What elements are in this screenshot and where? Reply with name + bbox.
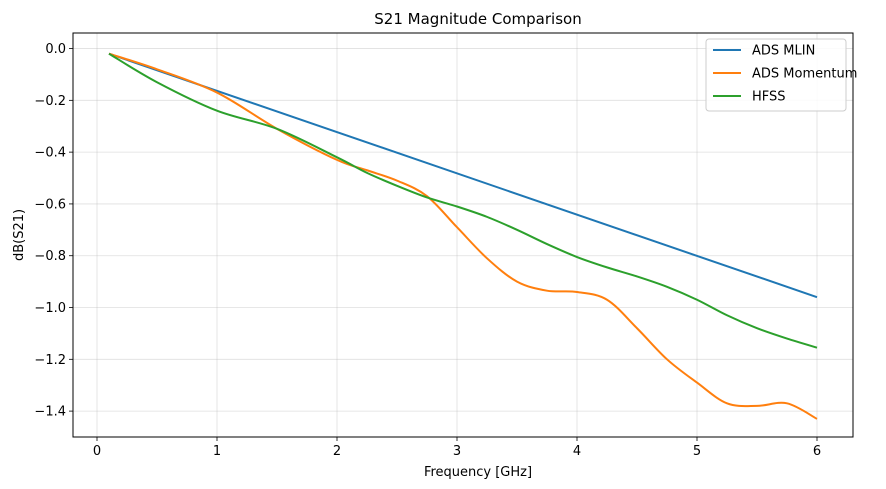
series-line-hfss — [108, 52, 818, 349]
plot-lines — [108, 52, 818, 420]
y-tick-label: 0.0 — [45, 42, 66, 57]
y-tick-label: −1.2 — [34, 353, 66, 368]
legend: ADS MLIN ADS Momentum HFSS — [705, 38, 857, 112]
y-tick-label: −0.2 — [34, 94, 66, 109]
y-tick-label: −1.4 — [34, 405, 66, 420]
legend-label-ads-momentum: ADS Momentum — [752, 67, 857, 82]
x-tick-label: 3 — [453, 444, 461, 459]
x-axis-label: Frequency [GHz] — [424, 465, 532, 480]
x-tick-label: 6 — [813, 444, 821, 459]
x-tick-label: 1 — [213, 444, 221, 459]
y-axis-label: dB(S21) — [12, 209, 27, 261]
y-tick-label: −1.0 — [34, 301, 66, 316]
y-tick-label: −0.8 — [34, 249, 66, 264]
plot-frame — [72, 32, 854, 438]
chart-title: S21 Magnitude Comparison — [374, 10, 581, 28]
x-tick-label: 2 — [333, 444, 341, 459]
legend-box — [705, 38, 847, 112]
y-tick-label: −0.4 — [34, 146, 66, 161]
x-tick-label: 4 — [573, 444, 581, 459]
grid — [73, 33, 853, 437]
y-axis-ticks: 0.0 −0.2 −0.4 −0.6 −0.8 −1.0 −1.2 −1.4 — [34, 42, 73, 420]
series-line-ads-mlin — [108, 52, 818, 299]
y-tick-label: −0.6 — [34, 197, 66, 212]
x-axis-ticks: 0 1 2 3 4 5 6 — [93, 437, 821, 459]
x-tick-label: 0 — [93, 444, 101, 459]
legend-label-ads-mlin: ADS MLIN — [752, 44, 815, 59]
legend-label-hfss: HFSS — [752, 90, 786, 105]
x-tick-label: 5 — [693, 444, 701, 459]
